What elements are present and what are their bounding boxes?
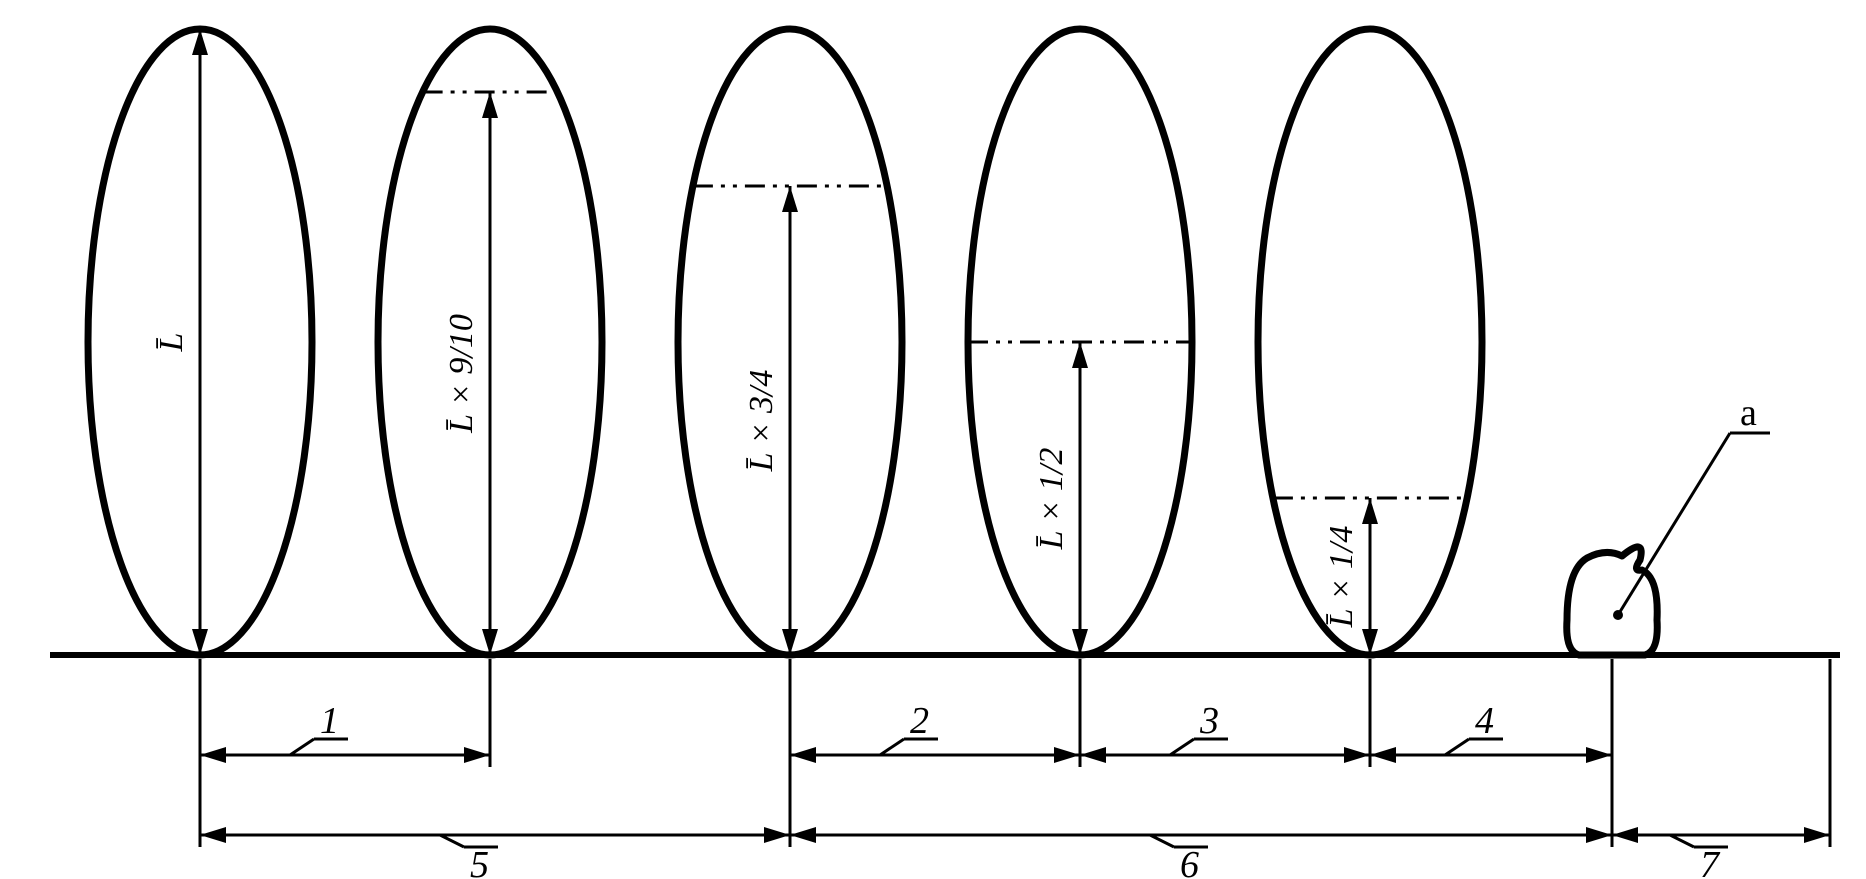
arrowhead bbox=[782, 186, 798, 212]
arrowhead bbox=[1344, 747, 1370, 763]
arrowhead bbox=[1080, 747, 1106, 763]
vdim-label-2: L̄ × 9/10 bbox=[443, 314, 480, 434]
hdim-label: 6 bbox=[1180, 844, 1199, 879]
arrowhead bbox=[464, 747, 490, 763]
hdim-leader bbox=[1445, 739, 1469, 755]
hdim-leader bbox=[1170, 739, 1194, 755]
arrowhead bbox=[200, 747, 226, 763]
arrowhead bbox=[1370, 747, 1396, 763]
hdim-label: 1 bbox=[320, 700, 339, 742]
hdim-label: 3 bbox=[1199, 700, 1219, 742]
hdim-leader bbox=[440, 835, 464, 847]
arrowhead bbox=[1586, 827, 1612, 843]
arrowhead bbox=[1054, 747, 1080, 763]
vdim-label-5: L̄ × 1/4 bbox=[1323, 526, 1360, 629]
seed-leader-dot bbox=[1613, 610, 1623, 620]
vdim-label-4: L̄ × 1/2 bbox=[1033, 448, 1070, 551]
arrowhead bbox=[764, 827, 790, 843]
arrowhead bbox=[200, 827, 226, 843]
seed-leader bbox=[1618, 433, 1730, 615]
arrowhead bbox=[790, 747, 816, 763]
hdim-label: 7 bbox=[1700, 844, 1721, 879]
hdim-leader bbox=[290, 739, 314, 755]
hdim-label: 4 bbox=[1475, 700, 1494, 742]
seed-shape bbox=[1567, 547, 1658, 655]
arrowhead bbox=[1804, 827, 1830, 843]
arrowhead bbox=[1586, 747, 1612, 763]
arrowhead bbox=[482, 92, 498, 118]
arrowhead bbox=[1072, 342, 1088, 368]
arrowhead bbox=[790, 827, 816, 843]
seed-label: a bbox=[1740, 392, 1757, 434]
hdim-label: 5 bbox=[470, 844, 489, 879]
hdim-label: 2 bbox=[910, 700, 929, 742]
hdim-leader bbox=[1150, 835, 1174, 847]
arrowhead bbox=[1362, 498, 1378, 524]
arrowhead bbox=[1612, 827, 1638, 843]
hdim-leader bbox=[880, 739, 904, 755]
vdim-label-3: L̄ × 3/4 bbox=[743, 370, 780, 473]
vdim-label-1: L̄ bbox=[153, 333, 190, 353]
hdim-leader bbox=[1670, 835, 1694, 847]
